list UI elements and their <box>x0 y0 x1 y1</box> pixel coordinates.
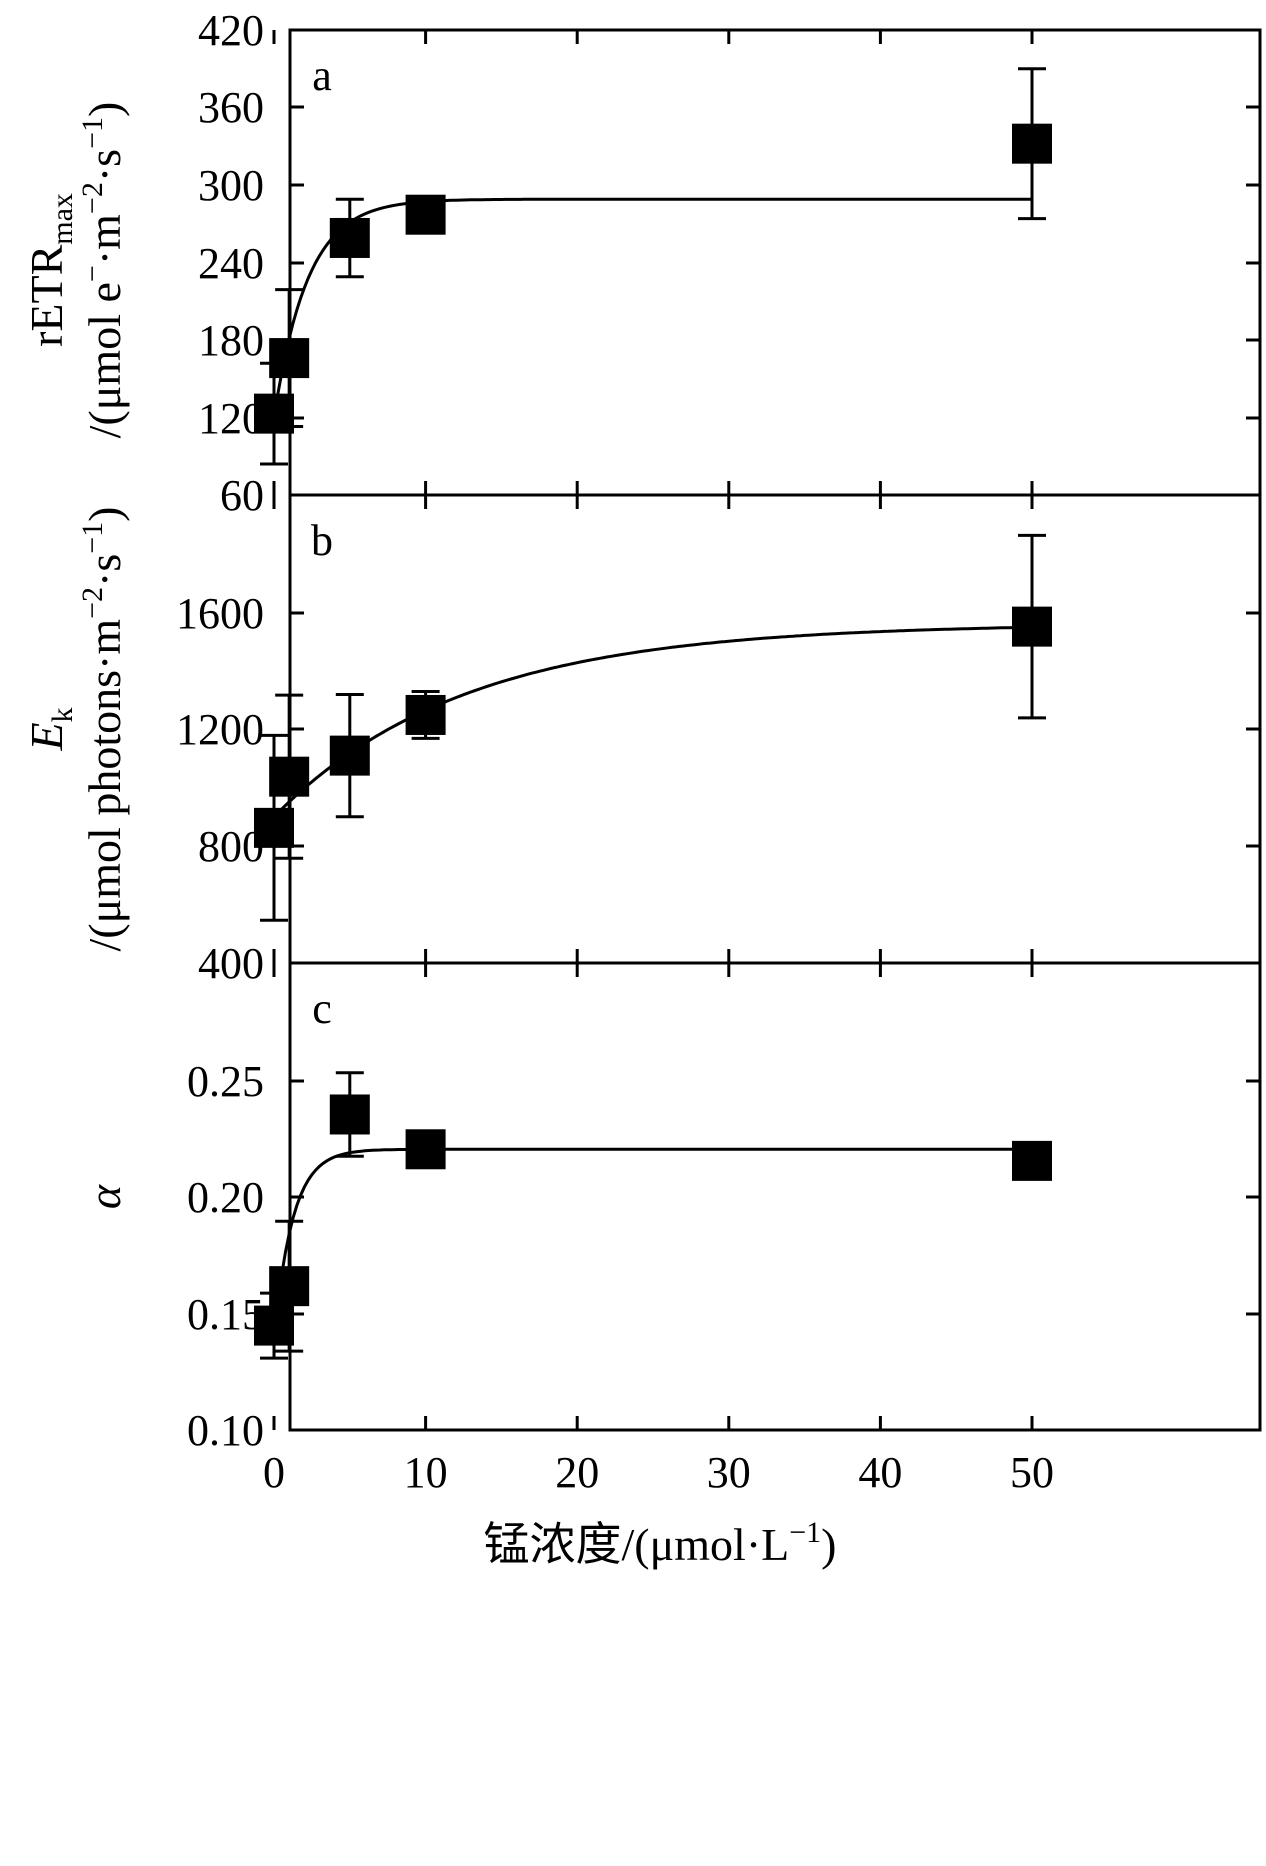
data-point <box>329 1094 370 1135</box>
y-axis-ticks: 1600 1200 800 400 <box>176 589 1260 988</box>
y-tick-label: 0.20 <box>187 1173 264 1222</box>
y-tick-label: 120 <box>198 394 264 443</box>
panels-layer: 42036030024018012060a16001200800400b0.25… <box>21 6 1262 1570</box>
x-tick-label: 30 <box>707 1448 751 1497</box>
data-point <box>269 338 310 379</box>
y-tick-label: 800 <box>198 822 264 871</box>
panel-letter: c <box>312 984 332 1033</box>
y-axis-label-c-text: α <box>79 1184 130 1209</box>
fit-curve <box>272 625 1033 818</box>
panel-frame <box>288 28 1262 497</box>
x-axis-label: 锰浓度/(μmol·L−1) <box>484 1516 837 1570</box>
y-axis-label-b-line1: Ek <box>21 707 79 751</box>
fit-curve <box>272 1147 1032 1338</box>
data-point <box>1012 123 1052 164</box>
y-tick-label: 0.15 <box>187 1290 264 1339</box>
y-tick-label: 0.25 <box>187 1057 264 1106</box>
y-axis-label-b-line2: /(μmol photons·m−2·s−1) <box>76 506 130 951</box>
panel-b: 1600 1200 800 400 b <box>176 493 1262 988</box>
x-axis-ticks <box>272 30 1034 495</box>
x-tick-label: 20 <box>555 1448 599 1497</box>
panel-a: 420 360 300 240 180 120 60 a <box>198 6 1262 520</box>
x-axis-tick-labels: 0 10 20 30 40 50 <box>263 1448 1054 1497</box>
y-tick-label: 180 <box>198 316 264 365</box>
data-point <box>1012 606 1052 647</box>
data-point <box>405 694 446 735</box>
x-tick-label: 0 <box>263 1448 285 1497</box>
fit-curve <box>272 197 1032 418</box>
data-point <box>269 1266 310 1307</box>
panel-c: 0.25 0.20 0.15 0.10 c <box>187 961 1262 1455</box>
y-tick-label: 1200 <box>176 705 264 754</box>
y-axis-label-a-line1: rETRmax <box>21 193 79 347</box>
y-tick-label: 300 <box>198 161 264 210</box>
x-tick-label: 40 <box>858 1448 902 1497</box>
data-point <box>405 194 446 235</box>
y-tick-label: 60 <box>220 471 264 520</box>
x-axis-label-close: ) <box>821 1519 836 1570</box>
y-axis-label-a-line2: /(μmol e−·m−2·s−1) <box>76 102 130 439</box>
data-point <box>329 735 370 776</box>
panel-frame <box>288 961 1262 1432</box>
x-tick-label: 10 <box>404 1448 448 1497</box>
y-axis-label-a: rETRmax/(μmol e−·m−2·s−1) <box>21 102 130 439</box>
y-tick-label: 240 <box>198 239 264 288</box>
y-axis-label-c: α <box>79 1184 130 1209</box>
y-axis-label-b: Ek/(μmol photons·m−2·s−1) <box>21 506 130 951</box>
data-point <box>254 1305 294 1346</box>
y-axis-ticks: 420 360 300 240 180 120 60 <box>198 6 1260 520</box>
data-point <box>254 807 294 848</box>
y-tick-label: 360 <box>198 83 264 132</box>
x-axis-label-sup: −1 <box>789 1516 821 1549</box>
panel-letter: b <box>311 516 333 565</box>
x-axis-label-main: 锰浓度/(μmol·L <box>484 1519 790 1570</box>
x-axis-ticks <box>272 495 1034 963</box>
y-tick-label: 1600 <box>176 589 264 638</box>
x-tick-label: 50 <box>1010 1448 1054 1497</box>
y-tick-label: 400 <box>198 939 264 988</box>
y-tick-label: 0.10 <box>187 1406 264 1455</box>
data-point <box>1012 1140 1052 1181</box>
data-point <box>329 217 370 258</box>
x-axis-ticks <box>272 963 1034 1430</box>
panel-letter: a <box>312 51 332 100</box>
data-point <box>269 756 310 797</box>
y-axis-ticks: 0.25 0.20 0.15 0.10 <box>187 1057 1260 1455</box>
y-tick-label: 420 <box>198 6 264 55</box>
data-point <box>405 1129 446 1170</box>
